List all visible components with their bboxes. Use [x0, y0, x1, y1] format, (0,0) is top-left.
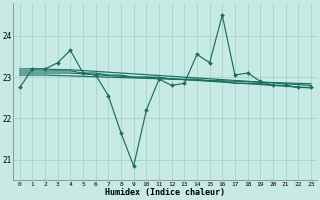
- X-axis label: Humidex (Indice chaleur): Humidex (Indice chaleur): [105, 188, 225, 197]
